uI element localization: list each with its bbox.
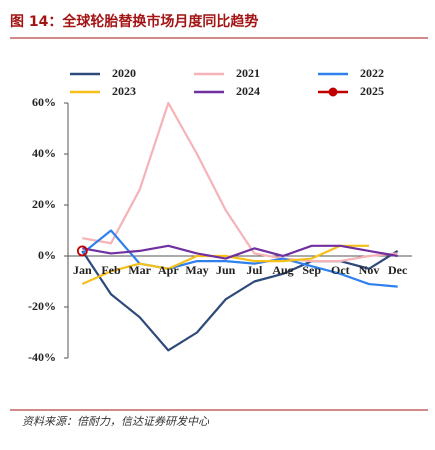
y-tick-label: -20%	[28, 299, 56, 313]
y-tick-label: 0%	[38, 248, 56, 262]
x-tick-label: Jan	[73, 263, 92, 277]
legend-label: 2020	[112, 66, 136, 80]
y-tick-label: 60%	[32, 95, 56, 109]
legend-label: 2024	[236, 84, 260, 98]
legend-label: 2021	[236, 66, 260, 80]
x-tick-label: Oct	[331, 263, 350, 277]
x-tick-label: Feb	[101, 263, 121, 277]
y-tick-label: 20%	[32, 197, 56, 211]
legend-marker	[328, 87, 338, 97]
legend-label: 2023	[112, 84, 136, 98]
legend-label: 2025	[360, 84, 384, 98]
x-tick-label: Mar	[128, 263, 151, 277]
x-tick-label: Nov	[359, 263, 380, 277]
source: 资料来源：倍耐力，信达证券研发中心	[22, 415, 210, 428]
x-tick-label: Jul	[246, 263, 263, 277]
x-tick-label: May	[185, 263, 208, 277]
series-line	[82, 244, 398, 260]
series-line	[81, 249, 399, 352]
series-line	[81, 244, 369, 286]
x-tick-label: Apr	[158, 263, 179, 277]
x-tick-label: Aug	[272, 263, 293, 277]
chart-title: 图 14：全球轮胎替换市场月度同比趋势	[10, 13, 258, 30]
x-tick-label: Jun	[216, 263, 236, 277]
y-tick-label: 40%	[32, 146, 56, 160]
y-tick-label: -40%	[28, 350, 56, 364]
x-tick-label: Sep	[302, 263, 321, 277]
series-line	[81, 229, 398, 288]
series-line	[82, 101, 398, 263]
legend-label: 2022	[360, 66, 384, 80]
series-marker	[76, 245, 88, 257]
x-tick-label: Dec	[388, 263, 408, 277]
